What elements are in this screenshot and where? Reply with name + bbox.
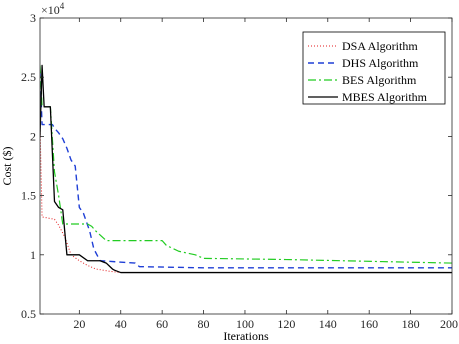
x-tick-label: 180	[402, 317, 420, 331]
x-tick-label: 160	[360, 317, 378, 331]
legend: DSA Algorithm DHS Algorithm BES Algorithm M…	[302, 31, 446, 105]
x-tick-label: 20	[73, 317, 85, 331]
series-line-3	[40, 65, 452, 264]
axes-layer	[39, 17, 453, 315]
y-tick-label: 2	[30, 129, 36, 143]
x-tick-label: 120	[277, 317, 295, 331]
series-line-2	[40, 71, 452, 269]
x-tick-label: 40	[115, 317, 127, 331]
ticks-layer: 20 40 60 80 100 120 140 160 180 200 0.5 1 1.5 2 2.5 3	[21, 11, 458, 331]
axes-box	[39, 17, 453, 315]
x-tick-label: 80	[198, 317, 210, 331]
x-tick-label: 140	[319, 317, 337, 331]
legend-label-4: MBES Algorithm	[342, 90, 428, 104]
x-tick-label: 200	[440, 317, 458, 331]
legend-label-3: BES Algorithm	[342, 73, 417, 87]
y-tick-label: 3	[30, 11, 36, 25]
y-tick-label: 2.5	[21, 70, 36, 84]
y-tick-label: 1.5	[21, 189, 36, 203]
y-multiplier-exponent: 4	[60, 1, 65, 11]
legend-label-1: DSA Algorithm	[342, 39, 418, 53]
series-line-4	[40, 64, 452, 274]
series-layer	[40, 64, 452, 274]
y-axis-title: Cost ($)	[0, 146, 14, 185]
x-tick-label: 60	[156, 317, 168, 331]
x-tick-label: 100	[236, 317, 254, 331]
legend-label-2: DHS Algorithm	[342, 56, 419, 70]
legend-box	[302, 31, 446, 105]
series-line-1	[40, 124, 452, 274]
x-axis-title: Iterations	[223, 329, 269, 343]
y-multiplier-label: ×104	[41, 1, 65, 17]
y-tick-label: 1	[30, 248, 36, 262]
y-tick-label: 0.5	[21, 307, 36, 321]
